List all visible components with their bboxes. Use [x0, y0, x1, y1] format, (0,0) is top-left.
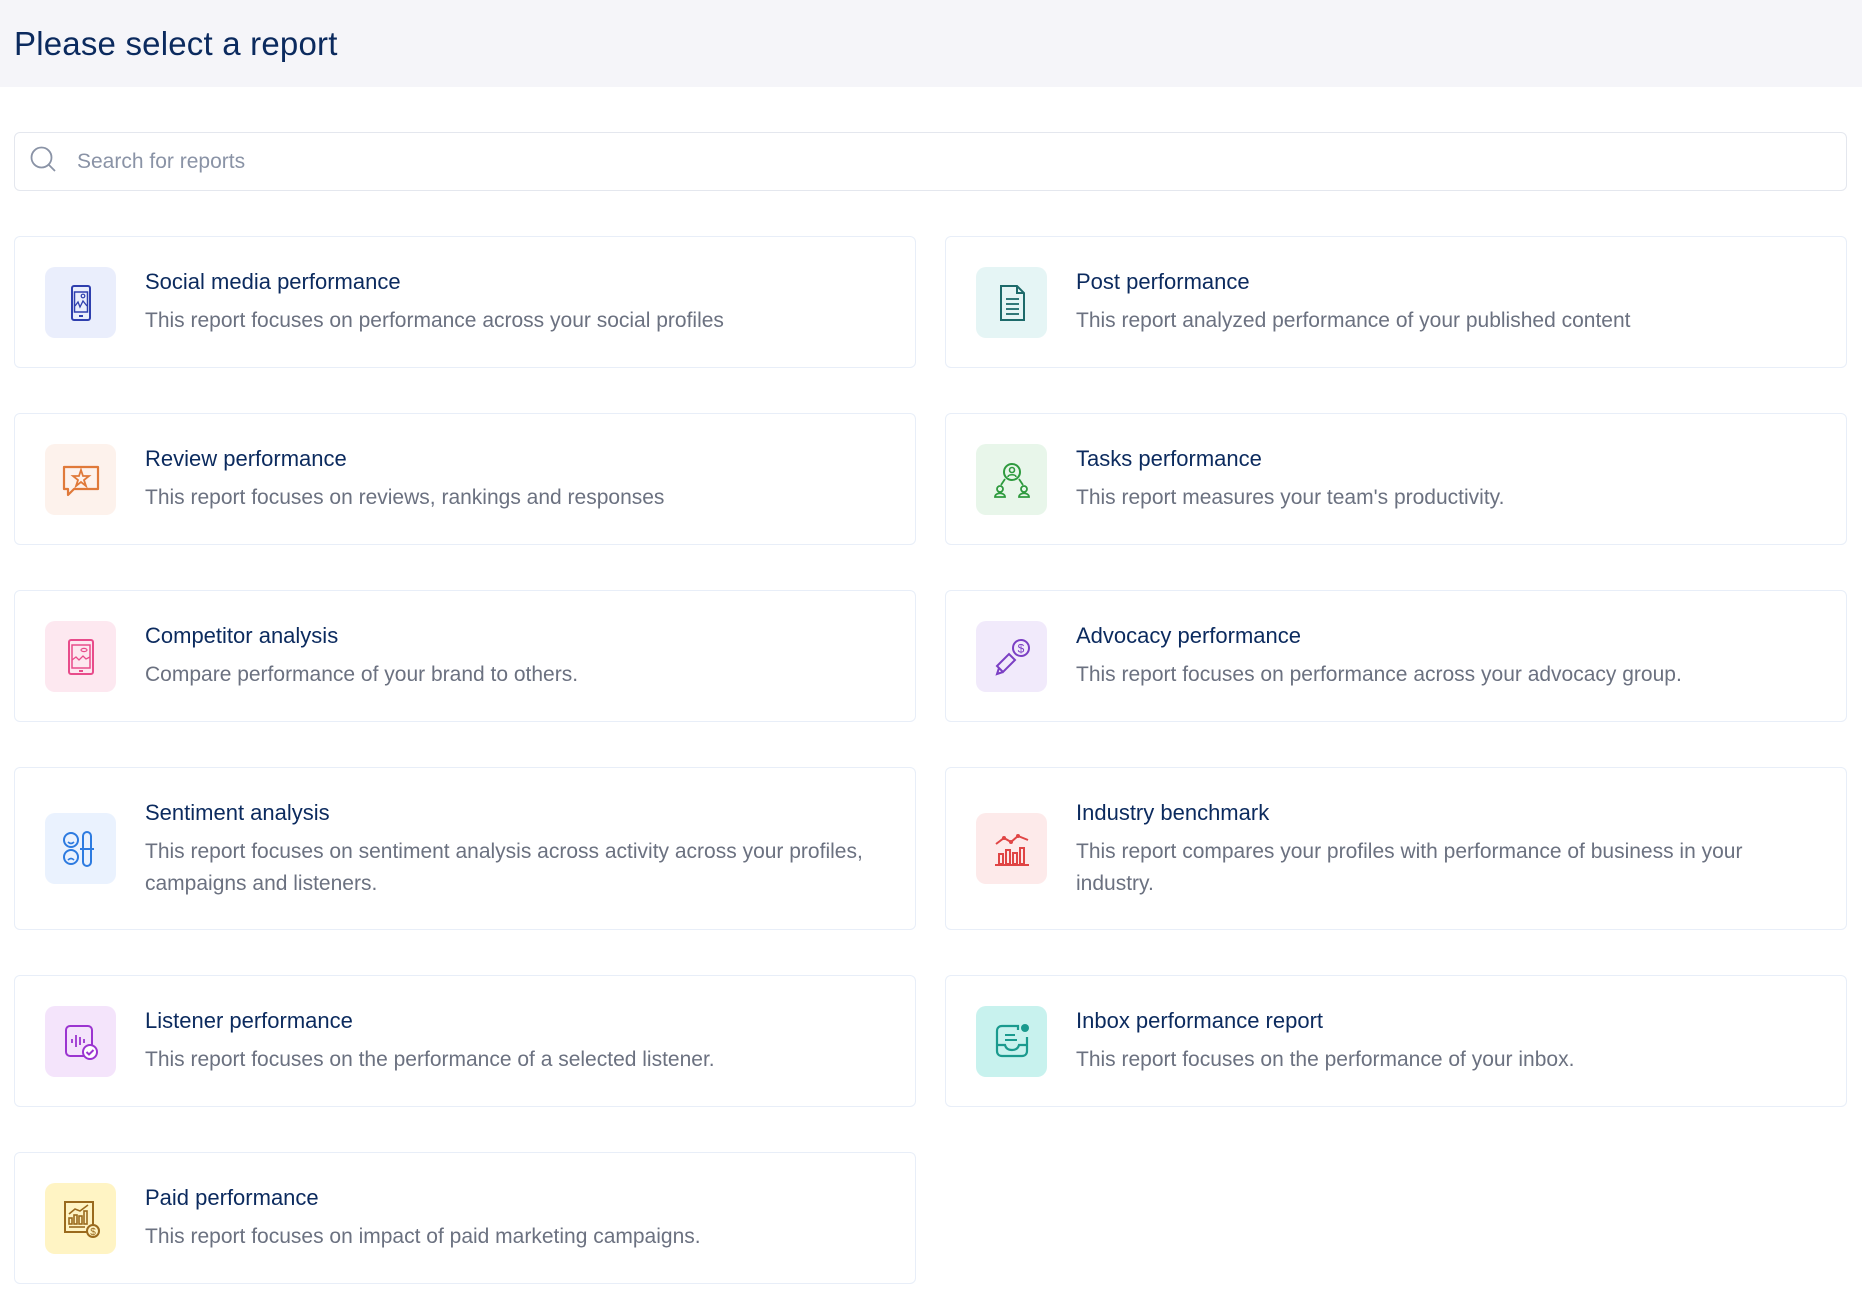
- report-description: Compare performance of your brand to oth…: [145, 663, 579, 686]
- report-title: Inbox performance report: [1076, 1008, 1324, 1033]
- team-icon: [976, 444, 1047, 515]
- report-card-text: Sentiment analysis This report focuses o…: [145, 798, 885, 900]
- report-card-listener-performance[interactable]: Listener performance This report focuses…: [14, 975, 916, 1107]
- report-description: This report measures your team's product…: [1076, 486, 1505, 509]
- report-title: Competitor analysis: [145, 623, 339, 648]
- report-description: This report analyzed performance of your…: [1076, 309, 1631, 332]
- benchmark-chart-icon: [976, 813, 1047, 884]
- document-icon: [976, 267, 1047, 338]
- report-card-text: Advocacy performance This report focuses…: [1076, 621, 1682, 691]
- svg-text:$: $: [1017, 641, 1024, 655]
- report-description: This report focuses on performance acros…: [145, 309, 724, 332]
- report-title: Social media performance: [145, 269, 401, 294]
- report-title: Tasks performance: [1076, 446, 1262, 471]
- report-description: This report compares your profiles with …: [1076, 840, 1743, 895]
- tablet-chart-icon: [45, 621, 116, 692]
- report-card-text: Review performance This report focuses o…: [145, 444, 664, 514]
- report-description: This report focuses on reviews, rankings…: [145, 486, 665, 509]
- report-title: Review performance: [145, 446, 347, 471]
- report-card-industry-benchmark[interactable]: Industry benchmark This report compares …: [945, 767, 1847, 930]
- report-description: This report focuses on the performance o…: [1076, 1048, 1575, 1071]
- report-card-text: Listener performance This report focuses…: [145, 1006, 715, 1076]
- report-title: Industry benchmark: [1076, 800, 1270, 825]
- star-speech-bubble-icon: [45, 444, 116, 515]
- report-description: This report focuses on sentiment analysi…: [145, 840, 863, 895]
- report-card-text: Tasks performance This report measures y…: [1076, 444, 1504, 514]
- search-input[interactable]: [75, 148, 1846, 175]
- report-card-text: Inbox performance report This report foc…: [1076, 1006, 1574, 1076]
- inbox-icon: [976, 1006, 1047, 1077]
- report-card-text: Competitor analysis Compare performance …: [145, 621, 578, 691]
- report-title: Sentiment analysis: [145, 800, 330, 825]
- report-grid: Social media performance This report foc…: [14, 236, 1847, 1284]
- report-card-competitor-analysis[interactable]: Competitor analysis Compare performance …: [14, 590, 916, 722]
- report-card-post-performance[interactable]: Post performance This report analyzed pe…: [945, 236, 1847, 368]
- paid-chart-icon: $: [45, 1183, 116, 1254]
- svg-text:$: $: [90, 1227, 96, 1238]
- report-card-text: Paid performance This report focuses on …: [145, 1183, 701, 1253]
- report-card-text: Industry benchmark This report compares …: [1076, 798, 1816, 900]
- report-card-paid-performance[interactable]: $ Paid performance This report focuses o…: [14, 1152, 916, 1284]
- report-title: Paid performance: [145, 1185, 319, 1210]
- audio-check-icon: [45, 1006, 116, 1077]
- report-card-text: Social media performance This report foc…: [145, 267, 724, 337]
- search-icon: [29, 145, 57, 178]
- report-title: Post performance: [1076, 269, 1250, 294]
- report-card-tasks-performance[interactable]: Tasks performance This report measures y…: [945, 413, 1847, 545]
- report-card-inbox-performance-report[interactable]: Inbox performance report This report foc…: [945, 975, 1847, 1107]
- report-description: This report focuses on performance acros…: [1076, 663, 1682, 686]
- report-title: Listener performance: [145, 1008, 353, 1033]
- report-card-sentiment-analysis[interactable]: Sentiment analysis This report focuses o…: [14, 767, 916, 930]
- report-description: This report focuses on the performance o…: [145, 1048, 715, 1071]
- report-card-social-media-performance[interactable]: Social media performance This report foc…: [14, 236, 916, 368]
- page-header: Please select a report: [0, 0, 1862, 87]
- page-title: Please select a report: [14, 24, 338, 62]
- report-card-text: Post performance This report analyzed pe…: [1076, 267, 1630, 337]
- mobile-chart-icon: [45, 267, 116, 338]
- report-title: Advocacy performance: [1076, 623, 1301, 648]
- report-card-advocacy-performance[interactable]: $ Advocacy performance This report focus…: [945, 590, 1847, 722]
- report-description: This report focuses on impact of paid ma…: [145, 1225, 701, 1248]
- megaphone-dollar-icon: $: [976, 621, 1047, 692]
- sentiment-icon: [45, 813, 116, 884]
- search-bar[interactable]: [14, 132, 1847, 191]
- report-card-review-performance[interactable]: Review performance This report focuses o…: [14, 413, 916, 545]
